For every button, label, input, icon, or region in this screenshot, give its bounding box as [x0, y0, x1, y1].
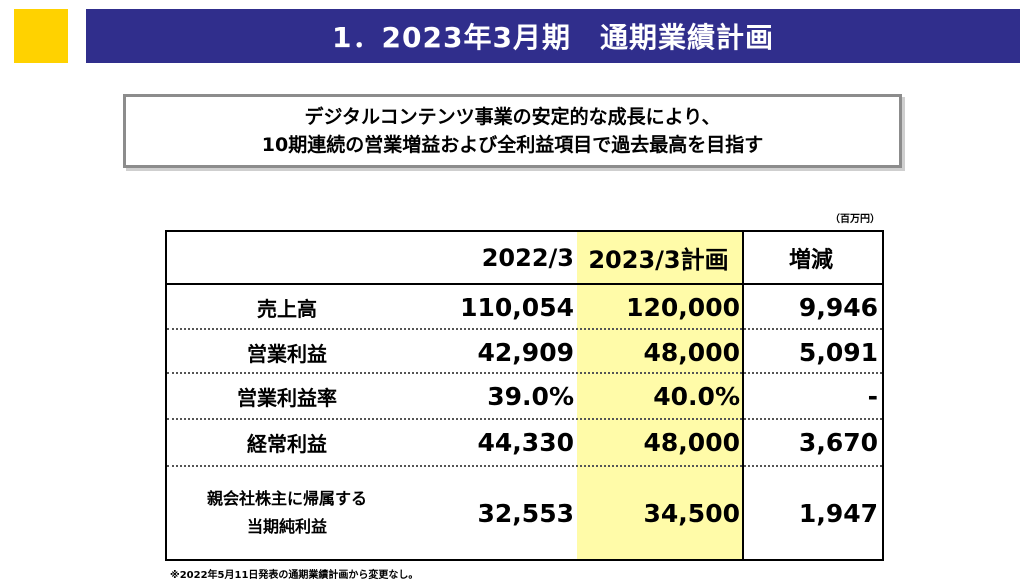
- diff-column-divider: [742, 232, 744, 559]
- table-row: 親会社株主に帰属する 当期純利益 32,553 34,500 1,947: [167, 467, 882, 559]
- row-prev: 32,553: [477, 498, 574, 528]
- row-label-line-2: 当期純利益: [246, 517, 327, 536]
- table-row: 経常利益 44,330 48,000 3,670: [167, 420, 882, 464]
- row-diff: 1,947: [798, 498, 878, 528]
- row-label: 経常利益: [247, 431, 327, 456]
- forecast-table: 2022/3 2023/3計画 増減 売上高 110,054 120,000 9…: [165, 230, 884, 561]
- accent-square: [14, 9, 68, 63]
- plan-column-highlight: [577, 232, 742, 559]
- row-diff: 5,091: [798, 337, 878, 367]
- headline-line-2: 10期連続の営業増益および全利益項目で過去最高を目指す: [261, 134, 764, 156]
- row-plan: 48,000: [643, 337, 740, 367]
- row-prev: 39.0%: [487, 381, 574, 411]
- headline-line-1: デジタルコンテンツ事業の安定的な成長により、: [304, 106, 721, 128]
- row-plan: 34,500: [643, 498, 740, 528]
- row-label: 売上高: [257, 296, 317, 321]
- page-title: 1．2023年3月期 通期業績計画: [86, 9, 1020, 63]
- header-diff: 増減: [788, 247, 833, 273]
- row-diff: 9,946: [798, 292, 878, 322]
- row-diff: 3,670: [798, 427, 878, 457]
- headline-box: デジタルコンテンツ事業の安定的な成長により、 10期連続の営業増益および全利益項…: [123, 94, 902, 168]
- table-row: 売上高 110,054 120,000 9,946: [167, 285, 882, 329]
- footnote: ※2022年5月11日発表の通期業績計画から変更なし。: [170, 570, 419, 581]
- header-plan: 2023/3計画: [588, 246, 729, 274]
- unit-note: （百万円）: [830, 214, 880, 225]
- row-diff: -: [867, 381, 878, 411]
- row-plan: 48,000: [643, 427, 740, 457]
- row-label-line-1: 親会社株主に帰属する: [206, 489, 367, 508]
- row-label: 営業利益: [247, 341, 327, 366]
- row-prev: 44,330: [477, 427, 574, 457]
- row-prev: 42,909: [477, 337, 574, 367]
- header-prev: 2022/3: [481, 243, 574, 272]
- table-row: 営業利益 42,909 48,000 5,091: [167, 330, 882, 374]
- table-header-row: 2022/3 2023/3計画 増減: [167, 232, 882, 283]
- row-prev: 110,054: [460, 292, 574, 322]
- table-row: 営業利益率 39.0% 40.0% -: [167, 374, 882, 418]
- row-label: 親会社株主に帰属する 当期純利益: [167, 467, 407, 559]
- row-plan: 120,000: [626, 292, 740, 322]
- row-label: 営業利益率: [237, 385, 337, 410]
- row-plan: 40.0%: [653, 381, 740, 411]
